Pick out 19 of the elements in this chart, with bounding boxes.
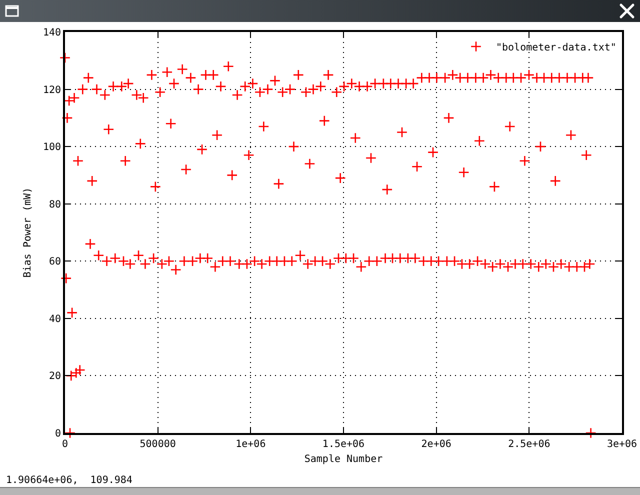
- y-tick-label: 60: [48, 256, 61, 268]
- y-axis-title: Bias Power (mW): [22, 187, 34, 278]
- y-tick-label: 0: [54, 428, 61, 440]
- y-tick-label: 100: [42, 142, 61, 154]
- x-tick-label: 0: [62, 439, 68, 450]
- y-tick-label: 40: [48, 314, 61, 325]
- x-tick-label: 1e+06: [236, 439, 266, 450]
- y-tick-label: 140: [42, 28, 61, 38]
- x-tick-label: 2e+06: [421, 439, 452, 450]
- x-tick-label: 1.5e+06: [322, 439, 365, 450]
- x-tick-label: 3e+06: [606, 439, 638, 450]
- text: 1.90664e+06, 109.984: [6, 475, 132, 487]
- y-tick-label: 120: [42, 84, 61, 96]
- x-tick-label: 2.5e+06: [508, 439, 550, 450]
- y-tick-label: 80: [48, 199, 61, 210]
- x-tick-label: 500000: [140, 439, 176, 450]
- legend-label: "bolometer-data.txt": [496, 42, 616, 54]
- y-tick-label: 20: [48, 371, 61, 382]
- x-axis-title: Sample Number: [304, 454, 383, 465]
